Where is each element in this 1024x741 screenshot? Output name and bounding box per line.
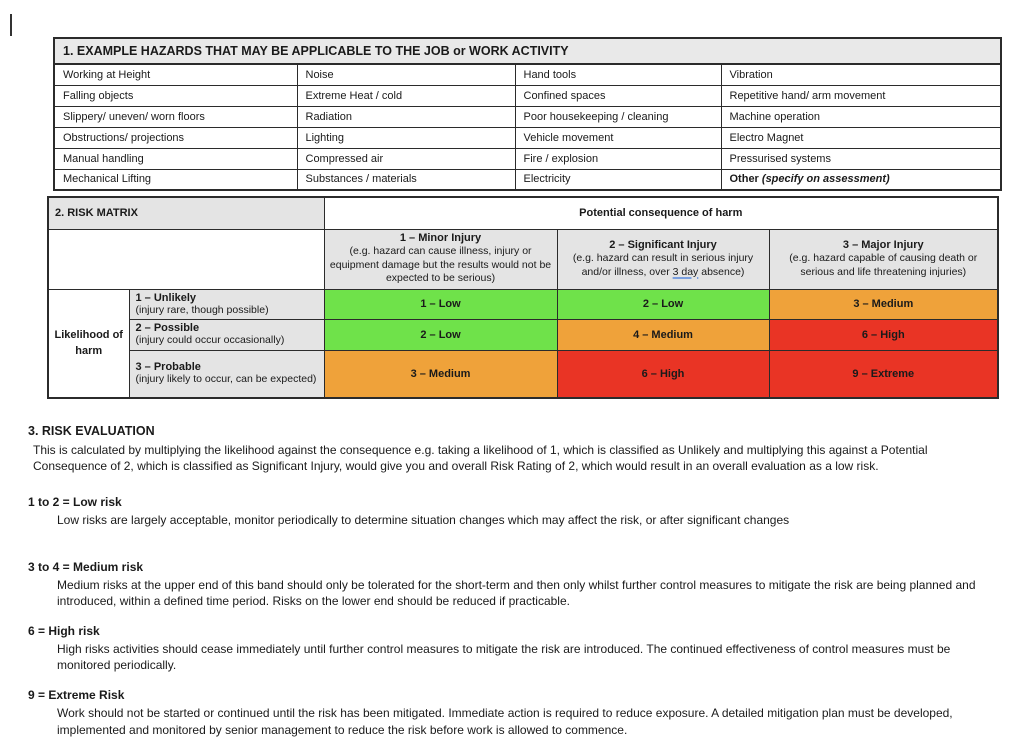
risk-cell-3-medium: 3 – Medium: [323, 349, 558, 399]
consequence-major: 3 – Major Injury (e.g. hazard capable of…: [768, 228, 999, 290]
matrix-row-possible: 2 – Possible (injury could occur occasio…: [48, 319, 999, 351]
hazards-table: 1. EXAMPLE HAZARDS THAT MAY BE APPLICABL…: [53, 37, 1003, 191]
risk-cell-1-low: 1 – Low: [323, 288, 558, 321]
hazard-cell: Lighting: [296, 126, 516, 149]
matrix-header-row: 2. RISK MATRIX Potential consequence of …: [47, 196, 999, 230]
table-row: Mechanical Lifting Substances / material…: [53, 168, 1002, 191]
consequence-title: 1 – Minor Injury: [399, 232, 482, 245]
band-body: Medium risks at the upper end of this ba…: [57, 577, 976, 608]
likelihood-unlikely: 1 – Unlikely (injury rare, though possib…: [128, 288, 325, 321]
hazard-cell: Electro Magnet: [720, 126, 1002, 149]
band-title: 3 to 4 = Medium risk: [28, 559, 144, 574]
likelihood-probable: 3 – Probable (injury likely to occur, ca…: [128, 349, 325, 399]
risk-band-extreme: 9 = Extreme Risk Work should not be star…: [28, 688, 996, 737]
hazard-cell: Vibration: [720, 63, 1002, 86]
consequence-desc: (e.g. hazard can cause illness, injury o…: [329, 245, 552, 285]
hazard-cell: Pressurised systems: [720, 147, 1002, 170]
table-row: Obstructions/ projections Lighting Vehic…: [53, 126, 1002, 149]
likelihood-title: 2 – Possible: [135, 322, 200, 335]
other-label: Other: [729, 173, 759, 186]
other-note: (specify on assessment): [761, 173, 890, 186]
band-body: Work should not be started or continued …: [57, 706, 953, 737]
likelihood-desc: (injury could occur occasionally): [135, 334, 285, 347]
hazard-cell: Vehicle movement: [514, 126, 722, 149]
hazard-cell: Working at Height: [53, 63, 298, 86]
hazard-cell: Substances / materials: [296, 168, 516, 191]
table-row: Working at Height Noise Hand tools Vibra…: [53, 63, 1002, 86]
risk-cell-3-medium: 3 – Medium: [768, 288, 999, 321]
consequence-desc: (e.g. hazard capable of causing death or…: [789, 251, 978, 278]
table-row: Falling objects Extreme Heat / cold Conf…: [53, 84, 1002, 107]
likelihood-possible: 2 – Possible (injury could occur occasio…: [128, 319, 325, 351]
table-row: Manual handling Compressed air Fire / ex…: [53, 147, 1002, 170]
hazard-cell: Poor housekeeping / cleaning: [514, 105, 722, 128]
hazard-cell: Machine operation: [720, 105, 1002, 128]
band-body: High risks activities should cease immed…: [57, 641, 951, 673]
risk-cell-4-medium: 4 – Medium: [556, 319, 770, 351]
risk-cell-2-low: 2 – Low: [556, 288, 770, 321]
risk-evaluation-intro: This is calculated by multiplying the li…: [33, 443, 928, 474]
hazard-cell: Mechanical Lifting: [53, 168, 298, 191]
hazard-cell: Compressed air: [296, 147, 516, 170]
consequence-title: 2 – Significant Injury: [609, 238, 717, 251]
desc-text: absence): [698, 265, 745, 278]
likelihood-desc: (injury likely to occur, can be expected…: [135, 373, 317, 386]
band-title: 1 to 2 = Low risk: [28, 495, 122, 510]
band-title: 9 = Extreme Risk: [28, 688, 125, 703]
hazards-title-row: 1. EXAMPLE HAZARDS THAT MAY BE APPLICABL…: [53, 37, 1002, 65]
likelihood-axis-label: Likelihood of harm: [47, 288, 130, 399]
grammar-underline-text: 3 day: [672, 265, 699, 278]
consequence-minor: 1 – Minor Injury (e.g. hazard can cause …: [323, 228, 558, 290]
hazard-cell-other: Other (specify on assessment): [720, 168, 1002, 191]
blank-cell: [47, 228, 325, 290]
risk-band-medium: 3 to 4 = Medium risk Medium risks at the…: [28, 560, 996, 609]
hazard-cell: Manual handling: [53, 147, 298, 170]
hazard-cell: Radiation: [296, 105, 516, 128]
risk-cell-9-extreme: 9 – Extreme: [768, 349, 999, 399]
hazard-cell: Fire / explosion: [514, 147, 722, 170]
text-cursor: [10, 14, 12, 36]
likelihood-title: 3 – Probable: [135, 361, 201, 374]
hazards-section: 1. EXAMPLE HAZARDS THAT MAY BE APPLICABL…: [53, 37, 1003, 191]
hazards-table-title: 1. EXAMPLE HAZARDS THAT MAY BE APPLICABL…: [53, 37, 1002, 65]
hazard-cell: Noise: [296, 63, 516, 86]
band-title: 6 = High risk: [28, 623, 100, 638]
likelihood-title: 1 – Unlikely: [135, 291, 197, 304]
hazard-cell: Falling objects: [53, 84, 298, 107]
hazard-cell: Confined spaces: [514, 84, 722, 107]
risk-evaluation-section: 3. RISK EVALUATION This is calculated by…: [28, 424, 996, 741]
hazard-cell: Electricity: [514, 168, 722, 191]
desc-text: (e.g. hazard can result in serious injur…: [572, 251, 754, 278]
risk-band-high: 6 = High risk High risks activities shou…: [28, 624, 996, 673]
risk-matrix-table: 2. RISK MATRIX Potential consequence of …: [47, 196, 1000, 400]
consequence-significant: 2 – Significant Injury (e.g. hazard can …: [556, 228, 770, 290]
matrix-row-unlikely: Likelihood of harm 1 – Unlikely (injury …: [47, 288, 999, 399]
risk-band-low: 1 to 2 = Low risk Low risks are largely …: [28, 495, 996, 528]
band-body: Low risks are largely acceptable, monito…: [57, 513, 790, 528]
hazard-cell: Extreme Heat / cold: [296, 84, 516, 107]
consequence-header: Potential consequence of harm: [323, 196, 999, 230]
risk-cell-6-high: 6 – High: [768, 319, 999, 351]
hazard-cell: Slippery/ uneven/ worn floors: [53, 105, 298, 128]
risk-cell-2-low: 2 – Low: [323, 319, 558, 351]
hazard-cell: Repetitive hand/ arm movement: [720, 84, 1002, 107]
hazard-cell: Obstructions/ projections: [53, 126, 298, 149]
matrix-section-label: 2. RISK MATRIX: [47, 196, 325, 230]
consequence-title: 3 – Major Injury: [842, 238, 924, 251]
consequence-row: 1 – Minor Injury (e.g. hazard can cause …: [47, 228, 999, 290]
consequence-desc: (e.g. hazard can result in serious injur…: [562, 252, 765, 279]
table-row: Slippery/ uneven/ worn floors Radiation …: [53, 105, 1002, 128]
hazard-cell: Hand tools: [514, 63, 722, 86]
risk-evaluation-heading: 3. RISK EVALUATION: [28, 424, 155, 438]
likelihood-desc: (injury rare, though possible): [135, 303, 269, 316]
risk-matrix-section: 2. RISK MATRIX Potential consequence of …: [47, 196, 1000, 400]
matrix-row-probable: 3 – Probable (injury likely to occur, ca…: [48, 349, 999, 399]
risk-cell-6-high: 6 – High: [556, 349, 770, 399]
